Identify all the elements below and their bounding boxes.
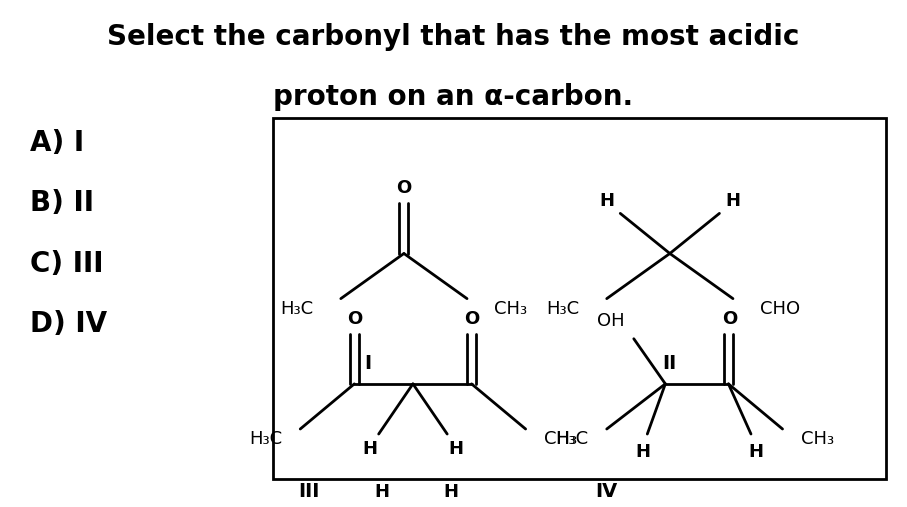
Text: II: II [663, 354, 677, 373]
Text: O: O [396, 179, 412, 197]
Text: H₃C: H₃C [249, 430, 282, 448]
Text: CH₃: CH₃ [801, 430, 834, 448]
Text: H₃C: H₃C [547, 300, 580, 318]
Text: A) I: A) I [30, 129, 84, 157]
Text: H: H [449, 440, 463, 458]
Text: IV: IV [596, 482, 618, 501]
Text: Select the carbonyl that has the most acidic: Select the carbonyl that has the most ac… [107, 23, 800, 51]
Text: H: H [726, 192, 740, 210]
Text: O: O [346, 310, 362, 328]
Text: H: H [635, 443, 650, 460]
Text: CHO: CHO [760, 300, 800, 318]
Text: C) III: C) III [30, 249, 103, 277]
FancyBboxPatch shape [273, 118, 886, 479]
Text: B) II: B) II [30, 189, 93, 218]
Text: H: H [444, 483, 458, 501]
Text: H: H [600, 192, 614, 210]
Text: H₃C: H₃C [556, 430, 589, 448]
Text: OH: OH [597, 312, 625, 330]
Text: CH₃: CH₃ [494, 300, 527, 318]
Text: D) IV: D) IV [30, 310, 107, 338]
Text: O: O [723, 310, 738, 328]
Text: O: O [463, 310, 479, 328]
Text: CH₃: CH₃ [543, 430, 577, 448]
Text: proton on an α-carbon.: proton on an α-carbon. [273, 83, 634, 111]
Text: H: H [374, 483, 389, 501]
Text: III: III [298, 482, 320, 501]
Text: I: I [365, 354, 372, 373]
Text: H: H [748, 443, 763, 460]
Text: H: H [362, 440, 377, 458]
Text: H₃C: H₃C [280, 300, 314, 318]
